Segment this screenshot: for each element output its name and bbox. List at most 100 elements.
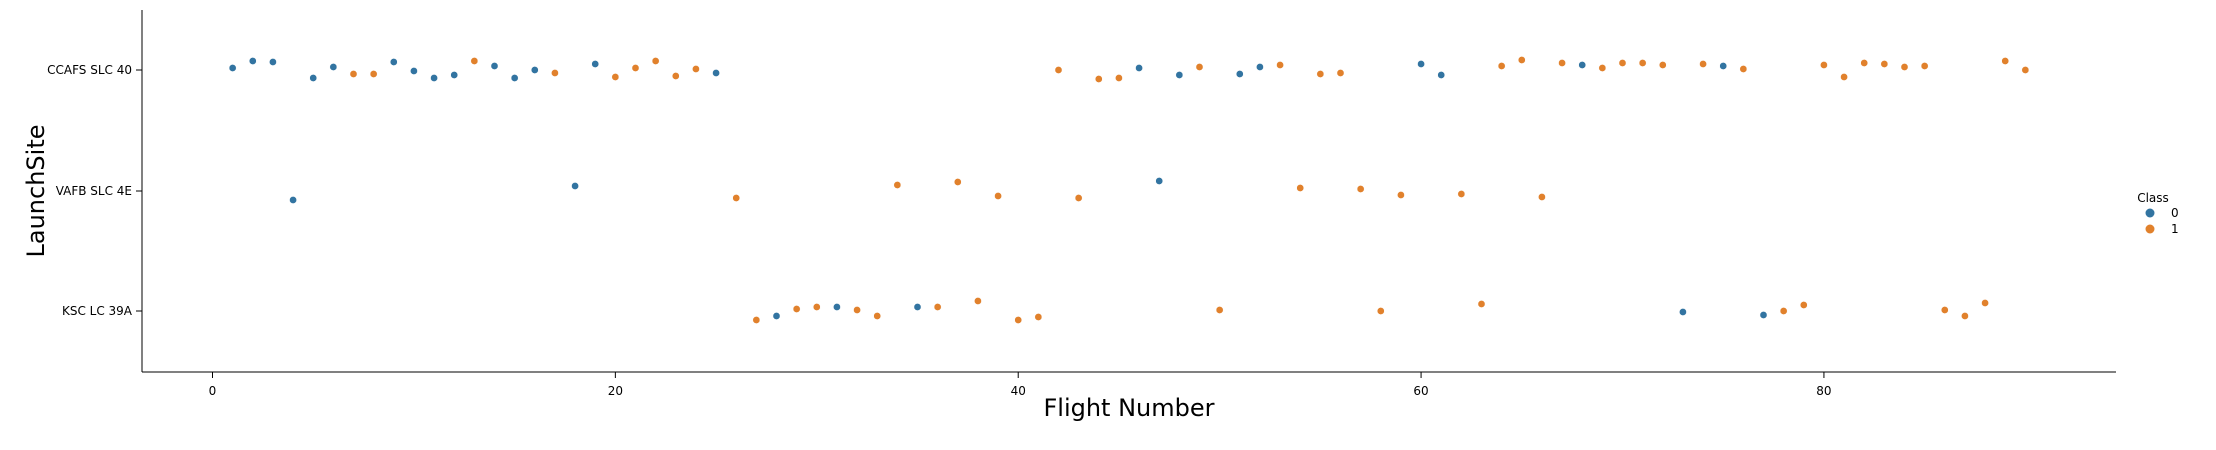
data-point-class-1 [692,65,700,73]
data-point-class-1 [611,73,620,81]
data-point-class-0 [833,303,841,311]
data-point-class-1 [792,305,801,313]
data-point-class-1 [1940,306,1949,314]
x-tick-label: 40 [1011,384,1026,398]
legend-marker-class-1 [2145,224,2155,234]
data-point-class-1 [1477,300,1486,308]
data-point-class-1 [732,194,741,202]
data-point-class-1 [1840,73,1848,81]
data-point-class-1 [2021,66,2030,74]
data-point-class-1 [1296,184,1305,192]
data-point-class-0 [289,196,297,204]
data-point-class-1 [1558,59,1566,67]
data-point-class-0 [389,58,398,66]
legend-label-class-0: 0 [2171,206,2179,220]
data-point-class-0 [1135,64,1143,72]
data-point-class-1 [1336,69,1345,77]
data-point-class-0 [1759,311,1768,319]
data-point-class-0 [510,74,519,82]
data-point-class-0 [450,71,459,79]
data-point-class-1 [1820,61,1828,69]
data-point-class-1 [1094,75,1103,83]
data-point-class-1 [1497,62,1506,70]
legend-marker-class-0 [2145,208,2155,218]
data-point-class-0 [1437,71,1446,79]
data-point-class-0 [490,62,499,70]
data-point-class-1 [1799,301,1808,309]
data-point-class-0 [248,57,257,65]
data-point-class-1 [1517,56,1526,64]
data-point-class-1 [893,181,902,189]
data-point-class-1 [1860,59,1869,67]
data-point-class-0 [1235,70,1244,78]
data-point-class-1 [349,70,358,78]
data-point-class-1 [1598,64,1607,72]
legend-label-class-1: 1 [2171,222,2179,236]
data-point-class-0 [571,182,579,190]
data-point-class-1 [1276,61,1284,69]
data-point-class-0 [591,60,600,68]
data-point-class-0 [329,63,338,71]
data-point-class-1 [1920,62,1929,70]
data-point-class-1 [2001,57,2010,65]
data-point-class-1 [1397,191,1405,199]
y-axis-label: LaunchSite [22,125,50,258]
data-point-class-1 [1658,61,1667,69]
data-point-class-1 [1195,63,1204,71]
data-point-class-0 [1417,60,1425,68]
data-point-class-1 [1054,66,1063,74]
data-point-class-0 [269,58,277,66]
data-point-class-0 [1719,62,1728,70]
data-point-class-1 [651,57,660,65]
data-point-class-1 [1457,190,1466,198]
data-point-class-0 [1155,177,1164,185]
data-point-class-1 [1739,65,1748,73]
data-point-class-0 [530,66,539,74]
data-point-class-0 [1578,61,1587,69]
data-point-class-1 [1638,59,1647,67]
data-point-class-0 [309,74,318,82]
data-point-class-0 [1256,63,1264,71]
data-point-class-1 [1316,70,1325,78]
data-point-class-1 [369,70,378,78]
data-point-class-1 [1961,312,1969,320]
data-point-class-1 [470,57,479,65]
data-point-class-0 [772,312,781,320]
data-point-class-1 [1538,193,1546,201]
x-axis-label: Flight Number [1043,394,1214,422]
data-point-class-1 [953,178,962,186]
y-tick-label: KSC LC 39A [62,304,133,318]
x-tick-label: 0 [209,384,217,398]
data-point-class-1 [994,192,1002,200]
data-point-class-0 [1679,308,1687,316]
legend: Class 0 1 [2137,191,2178,236]
data-point-class-0 [410,67,418,75]
data-point-class-0 [430,74,438,82]
axes [141,10,2116,373]
data-point-class-1 [1779,307,1788,315]
data-point-class-1 [1618,59,1627,67]
data-point-class-1 [1981,299,1989,307]
data-point-class-1 [1014,316,1023,324]
data-points [228,56,2030,324]
data-point-class-1 [671,72,680,80]
x-tick-label: 20 [608,384,623,398]
data-point-class-0 [1175,71,1184,79]
data-point-class-1 [631,64,640,72]
data-point-class-1 [1115,74,1123,82]
data-point-class-1 [853,306,861,314]
x-tick-label: 80 [1816,384,1831,398]
data-point-class-0 [712,69,720,77]
x-tick-label: 60 [1413,384,1428,398]
data-point-class-1 [1074,194,1083,202]
x-ticks: 0 20 40 60 80 [209,372,1832,398]
data-point-class-0 [228,64,237,72]
data-point-class-1 [873,312,882,320]
data-point-class-1 [1376,307,1385,315]
data-point-class-1 [1356,185,1365,193]
data-point-class-0 [913,303,922,311]
data-point-class-1 [1215,306,1224,314]
data-point-class-1 [1880,60,1889,68]
